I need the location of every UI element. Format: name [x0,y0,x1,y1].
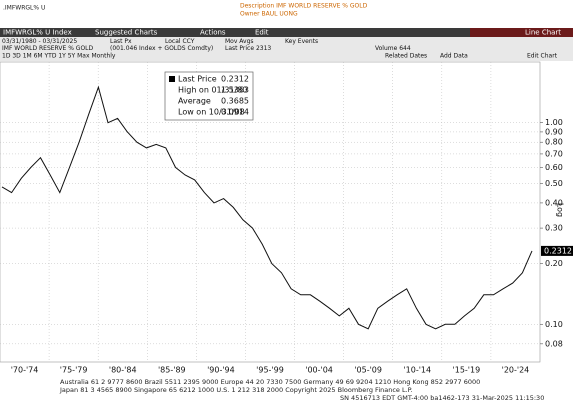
y-tick-label: 0.60 [545,163,563,172]
legend-value: 0.0914 [221,108,249,117]
ticker: .IMFWRGL% U [3,5,45,12]
index-name[interactable]: IMFWRGL% U Index [3,29,72,37]
key-events[interactable]: Key Events [285,38,318,45]
legend-value: 0.3685 [221,97,249,106]
x-tick-label: '15-'19 [453,366,481,375]
y-tick-label: 0.30 [545,224,563,233]
legend-label: Low on 10/31/08 [178,108,245,117]
footer-line: Japan 81 3 4565 8900 Singapore 65 6212 1… [59,386,413,394]
chart-type[interactable]: Line Chart [525,29,561,37]
chart-type-tab[interactable] [470,28,573,37]
x-tick-label: '80-'84 [109,366,137,375]
y-tick-label: 0.10 [545,320,563,329]
toolbar [0,28,573,37]
legend-value: 0.2312 [221,75,249,84]
legend-label: Last Price [178,75,217,84]
y-tick-label: 0.50 [545,179,563,188]
x-tick-label: '05-'09 [354,366,382,375]
legend-swatch [169,76,175,82]
x-tick-label: '90-'94 [207,366,235,375]
currency[interactable]: Local CCY [165,38,195,45]
legend-label: High on 01/31/80 [178,86,247,95]
legend-value: 1.5363 [221,86,249,95]
plot-area [0,61,541,363]
x-tick-label: '70-'74 [11,366,39,375]
x-tick-label: '95-'99 [256,366,284,375]
y-tick-label: 0.20 [545,259,563,268]
security-name: IMF WORLD RESERVE % GOLD [2,45,94,52]
price-line [1,85,533,330]
add-data[interactable]: Add Data [440,53,468,60]
related-dates[interactable]: Related Dates [385,53,427,60]
actions-menu[interactable]: Actions [200,29,226,37]
y-tick-label: 0.08 [545,339,563,348]
periods[interactable]: 1D 3D 1M 6M YTD 1Y 5Y Max Monthly [2,53,116,60]
date-range[interactable]: 03/31/1980 - 03/31/2025 [2,38,77,45]
price-type[interactable]: Last Px [110,38,132,45]
owner: Owner BAUL UONG [240,11,298,18]
last-price-label: 0.2312 [544,246,572,255]
x-tick-label: '85-'89 [158,366,186,375]
edit-chart[interactable]: Edit Chart [527,53,558,60]
x-tick-label: '00-'04 [305,366,333,375]
last-price-tag [541,245,573,256]
footer-line: Australia 61 2 9777 8600 Brazil 5511 239… [60,378,480,386]
y-tick-label: 0.80 [545,138,563,147]
last-price-field: Last Price 2313 [225,45,271,52]
description: Description IMF WORLD RESERVE % GOLD [240,3,368,10]
legend-label: Average [178,97,211,106]
footer-line: SN 4516713 EDT GMT-4:00 ba1462-173 31-Ma… [340,394,544,402]
mov-avgs[interactable]: Mov Avgs [225,38,254,45]
x-tick-label: '10-'14 [403,366,431,375]
log-label: Log [556,203,565,217]
edit-menu[interactable]: Edit [255,29,269,37]
y-tick-label: 0.70 [545,149,563,158]
x-tick-label: '20-'24 [502,366,530,375]
formula: (001.046 Index + GOLDS Comdty) [110,45,213,52]
y-tick-label: 1.00 [545,118,563,127]
x-tick-label: '75-'79 [60,366,88,375]
controls [0,37,573,61]
suggested-charts[interactable]: Suggested Charts [95,29,158,37]
legend-box [164,71,254,121]
y-tick-label: 0.90 [545,127,563,136]
volume-field: Volume 644 [375,45,411,52]
y-tick-label: 0.40 [545,198,563,207]
